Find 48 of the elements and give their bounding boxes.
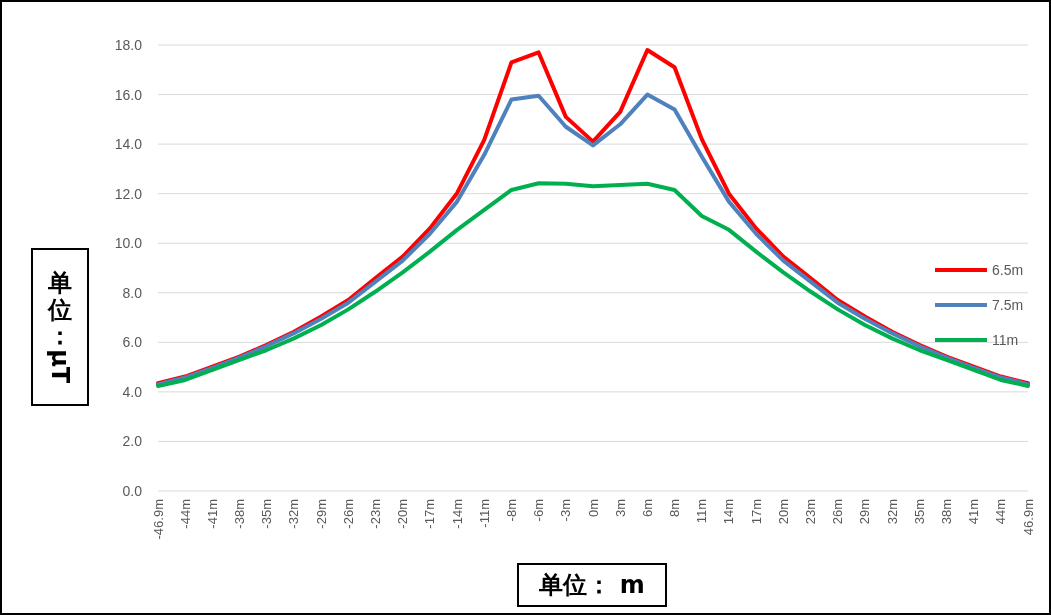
y-tick-label: 12.0 xyxy=(114,185,143,202)
x-tick-label: -46.9m xyxy=(150,499,166,540)
y-tick-label: 10.0 xyxy=(114,235,143,252)
y-tick-label: 16.0 xyxy=(114,86,143,103)
x-tick-label: -8m xyxy=(503,499,519,522)
x-tick-label: 29m xyxy=(857,499,873,525)
x-tick-label: 11m xyxy=(694,499,710,524)
x-tick-label: 41m xyxy=(966,499,982,525)
x-tick-label: -23m xyxy=(368,499,383,529)
y-axis-title: 单位：μT xyxy=(46,269,75,384)
x-tick-label: 3m xyxy=(612,499,628,518)
x-tick-label: -17m xyxy=(422,499,438,529)
y-tick-label: 0.0 xyxy=(122,483,143,499)
x-tick-label: 46.9m xyxy=(1020,499,1036,536)
x-tick-label: 35m xyxy=(911,499,927,525)
x-tick-label: 23m xyxy=(803,499,818,525)
x-tick-label: 8m xyxy=(667,499,683,518)
x-tick-label: -32m xyxy=(286,499,302,529)
y-tick-label: 2.0 xyxy=(122,433,143,450)
x-tick-label: 14m xyxy=(721,499,737,525)
x-tick-label: 44m xyxy=(993,499,1009,525)
legend-label: 11m xyxy=(992,332,1019,348)
legend-label: 7.5m xyxy=(992,297,1024,313)
x-tick-label: 6m xyxy=(639,499,655,518)
x-tick-label: -20m xyxy=(395,499,411,529)
x-tick-label: -44m xyxy=(177,499,193,529)
y-tick-label: 4.0 xyxy=(122,383,143,400)
x-tick-label: -6m xyxy=(531,499,547,522)
x-axis-title: 单位： m xyxy=(517,563,667,607)
y-tick-label: 8.0 xyxy=(122,284,143,301)
x-tick-label: 20m xyxy=(775,499,791,525)
x-tick-label: 38m xyxy=(938,499,954,525)
x-tick-label: -14m xyxy=(449,499,465,529)
y-tick-label: 6.0 xyxy=(122,334,143,351)
x-tick-label: 32m xyxy=(884,499,900,525)
x-tick-label: -35m xyxy=(259,499,275,529)
y-tick-label: 14.0 xyxy=(114,136,143,153)
x-tick-label: -38m xyxy=(232,499,248,529)
x-tick-label: -26m xyxy=(340,499,356,529)
x-tick-label: -29m xyxy=(313,499,329,529)
x-tick-label: -11m xyxy=(476,499,492,528)
x-tick-label: 17m xyxy=(748,499,764,525)
legend-label: 6.5m xyxy=(992,262,1024,278)
y-tick-label: 18.0 xyxy=(114,37,143,53)
x-tick-label: -41m xyxy=(204,499,220,529)
x-tick-label: 26m xyxy=(830,499,846,525)
x-tick-label: -3m xyxy=(558,499,574,522)
x-tick-label: 0m xyxy=(585,499,601,518)
